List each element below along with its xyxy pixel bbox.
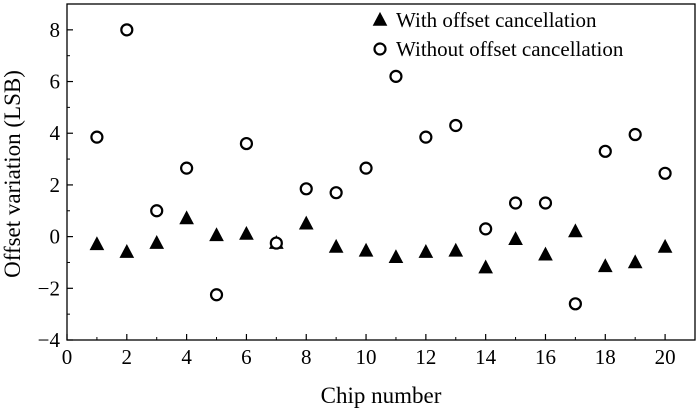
- without-cancellation-point: [239, 136, 254, 151]
- y-axis-label: Offset variation (LSB): [0, 70, 25, 278]
- y-tick-label: 2: [50, 173, 61, 197]
- with-cancellation-point: [89, 236, 105, 251]
- without-cancellation-point: [120, 23, 134, 37]
- with-cancellation-point: [538, 246, 553, 261]
- without-cancellation-point: [568, 297, 582, 311]
- x-axis-label: Chip number: [321, 383, 442, 408]
- without-cancellation-point: [180, 161, 194, 175]
- x-tick-label: 14: [475, 345, 497, 369]
- y-tick-label: −2: [38, 276, 60, 300]
- y-tick-label: 0: [50, 225, 61, 249]
- legend-marker-with: [372, 11, 388, 26]
- x-tick-label: 2: [122, 345, 133, 369]
- y-tick-label: 4: [50, 121, 61, 145]
- without-cancellation-point: [658, 166, 672, 180]
- without-cancellation-point: [538, 196, 553, 210]
- without-cancellation-point: [389, 69, 403, 83]
- with-cancellation-point: [149, 234, 165, 249]
- with-cancellation-point: [448, 242, 464, 257]
- x-tick-label: 4: [181, 345, 192, 369]
- x-tick-label: 18: [595, 345, 616, 369]
- without-cancellation-point: [209, 288, 224, 302]
- with-cancellation-point: [358, 242, 374, 257]
- without-cancellation-point: [329, 186, 343, 200]
- with-cancellation-point: [298, 215, 314, 230]
- with-cancellation-point: [508, 231, 523, 245]
- with-cancellation-point: [209, 227, 224, 242]
- x-tick-label: 20: [655, 345, 676, 369]
- legend-marker-without: [373, 42, 387, 56]
- legend-label-with: With offset cancellation: [396, 8, 597, 32]
- without-cancellation-point: [150, 204, 164, 218]
- x-tick-label: 0: [62, 345, 73, 369]
- x-tick-label: 12: [415, 345, 436, 369]
- y-tick-label: −4: [38, 328, 61, 352]
- without-cancellation-point: [449, 118, 463, 133]
- with-cancellation-point: [568, 223, 583, 238]
- y-tick-label: 8: [50, 18, 61, 42]
- without-cancellation-point: [419, 130, 433, 144]
- with-cancellation-point: [418, 244, 434, 258]
- legend-label-without: Without offset cancellation: [396, 37, 624, 61]
- with-cancellation-point: [328, 238, 344, 253]
- with-cancellation-point: [627, 254, 643, 269]
- plot-frame: [66, 3, 696, 341]
- with-cancellation-point: [597, 258, 613, 273]
- without-cancellation-point: [299, 182, 313, 196]
- with-cancellation-point: [388, 249, 404, 264]
- with-cancellation-point: [179, 210, 194, 225]
- without-cancellation-point: [598, 144, 612, 158]
- without-cancellation-point: [359, 161, 373, 175]
- with-cancellation-point: [657, 238, 673, 253]
- x-tick-label: 8: [301, 345, 312, 369]
- without-cancellation-point: [269, 236, 283, 250]
- without-cancellation-point: [479, 222, 493, 236]
- with-cancellation-point: [478, 259, 493, 274]
- without-cancellation-point: [90, 130, 104, 144]
- x-tick-label: 16: [535, 345, 556, 369]
- x-tick-label: 6: [241, 345, 252, 369]
- without-cancellation-point: [628, 127, 642, 142]
- without-cancellation-point: [508, 196, 523, 210]
- y-tick-label: 6: [50, 70, 61, 94]
- x-tick-label: 10: [356, 345, 377, 369]
- with-cancellation-point: [239, 225, 254, 240]
- with-cancellation-point: [119, 244, 135, 258]
